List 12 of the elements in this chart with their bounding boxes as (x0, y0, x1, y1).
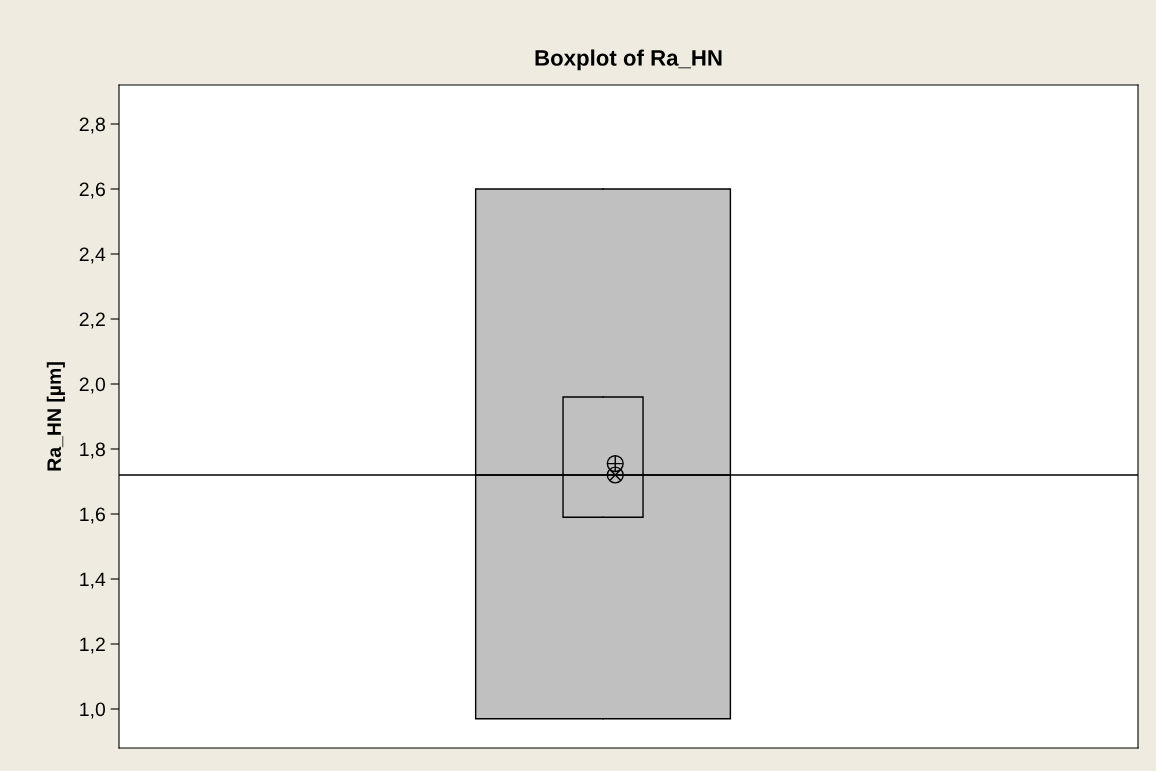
y-tick-label: 1,4 (80, 572, 106, 589)
y-tick-label: 2,8 (79, 117, 105, 134)
chart-title: Boxplot of Ra_HN (535, 49, 722, 71)
y-tick-label: 1,0 (80, 702, 106, 719)
y-tick-label: 1,2 (80, 637, 105, 654)
y-tick-label: 2,2 (79, 312, 105, 329)
y-axis-title: Ra_HN [µm] (46, 362, 65, 471)
y-tick-label: 1,8 (80, 442, 105, 459)
y-tick-label: 2,6 (79, 182, 105, 199)
y-tick-label: 1,6 (80, 507, 105, 524)
y-tick-label: 2,0 (79, 377, 106, 394)
y-tick-label: 2,4 (79, 247, 106, 264)
